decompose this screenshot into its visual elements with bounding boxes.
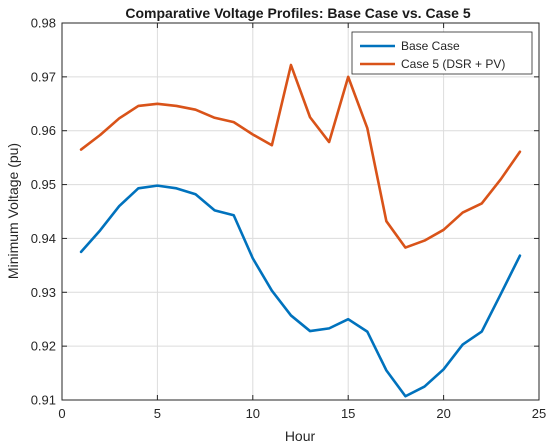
x-tick-label: 25 xyxy=(532,406,546,421)
y-tick-label: 0.96 xyxy=(31,123,56,138)
x-tick-label: 5 xyxy=(154,406,161,421)
legend-entry-label: Base Case xyxy=(401,39,460,53)
legend: Base Case Case 5 (DSR + PV) xyxy=(351,31,533,75)
legend-box xyxy=(351,31,533,75)
x-tick-label: 10 xyxy=(246,406,260,421)
x-axis-label: Hour xyxy=(285,428,316,444)
x-tick-label: 0 xyxy=(58,406,65,421)
y-tick-label: 0.97 xyxy=(31,69,56,84)
y-tick-label: 0.93 xyxy=(31,285,56,300)
x-tick-label: 20 xyxy=(436,406,450,421)
y-tick-label: 0.95 xyxy=(31,177,56,192)
y-tick-label: 0.94 xyxy=(31,231,56,246)
axis-ticks: 0 5 10 15 20 25 0.91 0.92 0.93 0.94 0.95 0.96 0.97 0.… xyxy=(31,16,547,422)
y-tick-label: 0.91 xyxy=(31,393,56,408)
x-tick-label: 15 xyxy=(341,406,355,421)
y-tick-label: 0.98 xyxy=(31,16,56,31)
series-lines xyxy=(79,63,522,398)
legend-entry-label: Case 5 (DSR + PV) xyxy=(401,57,505,71)
y-tick-label: 0.92 xyxy=(31,339,56,354)
y-axis-label: Minimum Voltage (pu) xyxy=(5,143,21,279)
series-line-base-case xyxy=(79,184,522,398)
series-line-case-5 xyxy=(79,63,522,249)
plot-area-border xyxy=(61,22,540,401)
chart-title: Comparative Voltage Profiles: Base Case … xyxy=(125,5,470,21)
